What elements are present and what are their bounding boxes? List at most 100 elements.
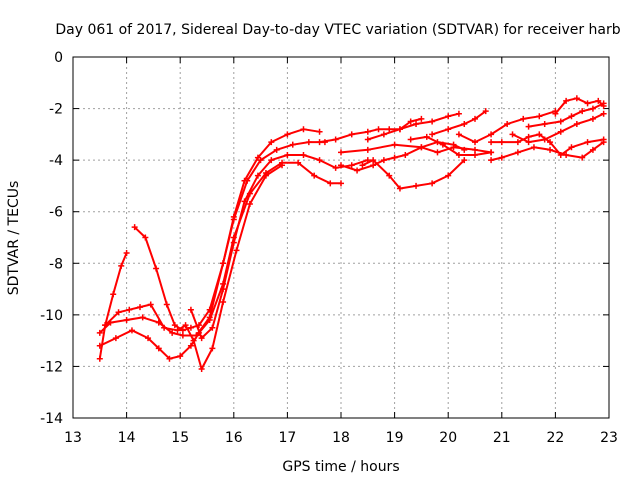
series-pass-14 bbox=[455, 108, 559, 146]
data-point bbox=[461, 121, 468, 128]
data-point bbox=[316, 128, 323, 135]
data-point bbox=[206, 317, 213, 324]
data-point bbox=[547, 146, 554, 153]
data-point bbox=[273, 146, 280, 153]
data-point bbox=[429, 118, 436, 125]
data-point bbox=[445, 126, 452, 133]
data-point bbox=[445, 113, 452, 120]
data-point bbox=[305, 139, 312, 146]
x-tick-label: 13 bbox=[64, 430, 82, 446]
series-pass-4 bbox=[96, 159, 344, 362]
y-tick-label: -4 bbox=[49, 153, 63, 169]
x-tick-label: 14 bbox=[118, 430, 136, 446]
data-point bbox=[498, 139, 505, 146]
data-point bbox=[525, 133, 532, 140]
data-point bbox=[568, 144, 575, 151]
series-line bbox=[490, 141, 605, 162]
data-point bbox=[386, 172, 393, 179]
data-point bbox=[370, 157, 377, 164]
x-tick-label: 21 bbox=[493, 430, 511, 446]
data-point bbox=[488, 131, 495, 138]
data-point bbox=[418, 115, 425, 122]
data-point bbox=[206, 306, 213, 313]
data-point bbox=[123, 317, 130, 324]
data-point bbox=[198, 335, 205, 342]
data-point bbox=[525, 139, 532, 146]
data-point bbox=[190, 337, 197, 344]
data-point bbox=[375, 126, 382, 133]
series-pass-10 bbox=[359, 157, 468, 192]
data-point bbox=[359, 162, 366, 169]
x-tick-label: 18 bbox=[332, 430, 350, 446]
data-point bbox=[348, 131, 355, 138]
x-tick-label: 17 bbox=[278, 430, 296, 446]
data-point bbox=[316, 139, 323, 146]
data-point bbox=[153, 265, 160, 272]
data-point bbox=[573, 95, 580, 102]
data-point bbox=[110, 291, 117, 298]
data-series bbox=[96, 95, 607, 373]
series-line bbox=[98, 161, 342, 360]
data-point bbox=[220, 260, 227, 267]
data-point bbox=[241, 198, 248, 205]
data-point bbox=[520, 115, 527, 122]
series-pass-9 bbox=[338, 139, 468, 174]
data-point bbox=[455, 131, 462, 138]
series-pass-12 bbox=[407, 133, 495, 158]
x-tick-label: 16 bbox=[225, 430, 243, 446]
data-point bbox=[423, 133, 430, 140]
series-pass-17 bbox=[525, 100, 607, 130]
x-tick-label: 19 bbox=[386, 430, 404, 446]
data-point bbox=[472, 139, 478, 146]
data-point bbox=[102, 322, 109, 329]
data-point bbox=[418, 144, 425, 151]
data-point bbox=[579, 108, 586, 115]
data-point bbox=[268, 157, 275, 164]
series-pass-15 bbox=[488, 131, 607, 158]
data-point bbox=[488, 139, 495, 146]
data-point bbox=[530, 144, 537, 151]
data-point bbox=[179, 332, 186, 339]
data-point bbox=[338, 180, 344, 187]
series-pass-16 bbox=[488, 139, 607, 164]
data-point bbox=[461, 157, 468, 164]
data-point bbox=[595, 97, 602, 104]
data-point bbox=[589, 115, 596, 122]
data-point bbox=[295, 159, 302, 166]
data-point bbox=[439, 141, 446, 148]
series-pass-7 bbox=[316, 110, 462, 146]
data-point bbox=[589, 146, 596, 153]
data-point bbox=[230, 216, 237, 223]
data-point bbox=[289, 141, 296, 148]
data-point bbox=[268, 139, 275, 146]
data-point bbox=[488, 149, 495, 156]
data-point bbox=[504, 121, 511, 128]
data-point bbox=[413, 121, 420, 128]
data-point bbox=[380, 157, 387, 164]
data-point bbox=[338, 162, 344, 169]
data-point bbox=[316, 157, 323, 164]
data-point bbox=[139, 314, 146, 321]
data-point bbox=[450, 144, 457, 151]
data-point bbox=[498, 154, 505, 161]
data-point bbox=[589, 105, 596, 112]
series-pass-5 bbox=[102, 162, 286, 373]
series-pass-13 bbox=[429, 108, 489, 138]
data-point bbox=[171, 322, 178, 329]
data-point bbox=[96, 342, 103, 349]
data-point bbox=[407, 118, 414, 125]
data-point bbox=[209, 324, 216, 331]
data-point bbox=[509, 131, 516, 138]
data-point bbox=[142, 234, 149, 241]
x-tick-label: 22 bbox=[546, 430, 564, 446]
data-point bbox=[472, 151, 478, 158]
data-point bbox=[187, 324, 194, 331]
series-line bbox=[189, 154, 369, 340]
data-point bbox=[327, 180, 334, 187]
data-point bbox=[514, 139, 521, 146]
data-point bbox=[364, 128, 371, 135]
series-line bbox=[133, 141, 326, 332]
data-point bbox=[573, 121, 580, 128]
data-point bbox=[145, 335, 152, 342]
series-pass-3 bbox=[131, 139, 328, 334]
